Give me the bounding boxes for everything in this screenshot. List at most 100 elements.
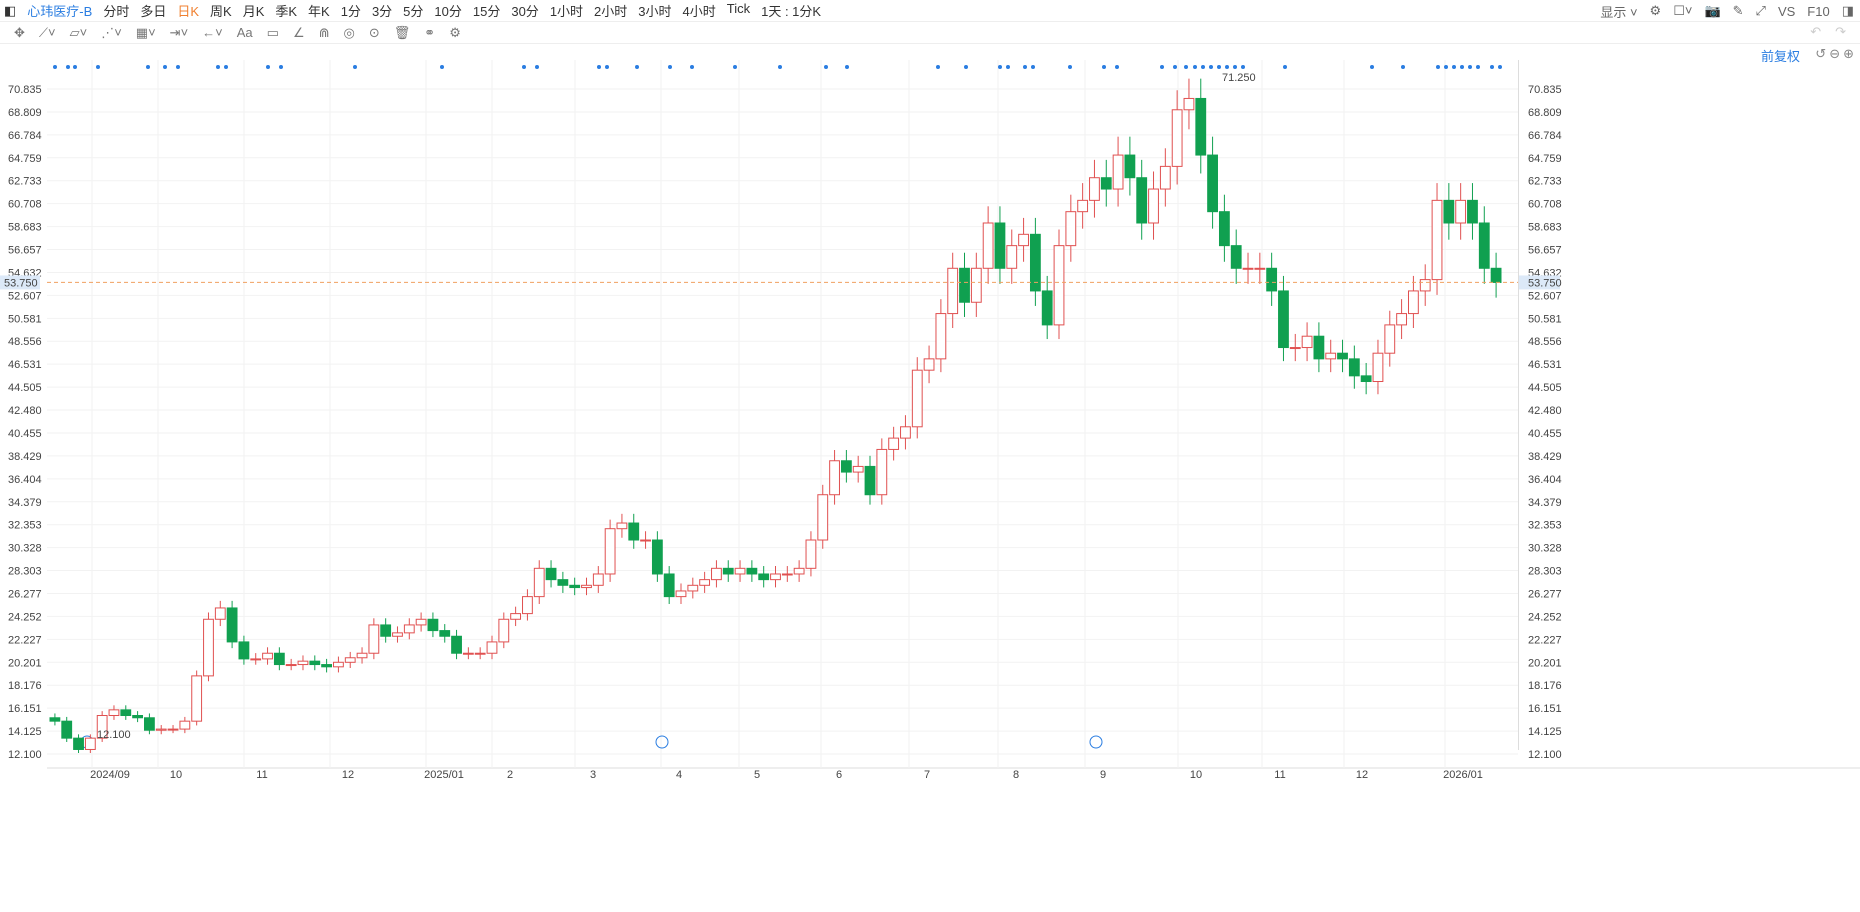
zoom-in-icon[interactable]: ⊕: [1843, 46, 1854, 61]
event-marker: [1006, 65, 1010, 69]
period-tab[interactable]: 周K: [210, 4, 232, 19]
channel-tool-icon[interactable]: ▱˅: [69, 24, 88, 40]
event-marker: [635, 65, 639, 69]
event-marker: [1102, 65, 1106, 69]
event-marker: [1068, 65, 1072, 69]
period-tab[interactable]: 15分: [472, 4, 501, 19]
y-tick-right: 30.328: [1528, 543, 1562, 555]
period-tab[interactable]: 2小时: [594, 4, 628, 19]
undo-icon[interactable]: ↶: [1810, 24, 1822, 39]
arrow-tool-icon[interactable]: ←˅: [202, 25, 223, 40]
camera-icon[interactable]: 📷: [1704, 3, 1721, 18]
target-icon[interactable]: ⊙: [368, 24, 380, 40]
candle-body: [1301, 335, 1313, 349]
candle-body: [781, 573, 793, 576]
redo-icon[interactable]: ↷: [1835, 24, 1846, 39]
candle-body: [1065, 211, 1077, 247]
candle-body: [982, 222, 994, 269]
move-icon[interactable]: ✥: [14, 24, 25, 40]
period-tab[interactable]: 分时: [103, 4, 130, 19]
y-tick-left: 16.151: [8, 703, 42, 715]
angle-icon[interactable]: ∠: [292, 24, 305, 40]
period-tab[interactable]: Tick: [726, 1, 751, 16]
settings-icon[interactable]: ⚙: [1649, 3, 1662, 18]
y-tick-right: 20.201: [1528, 657, 1562, 669]
candle-body: [1006, 245, 1018, 269]
candlestick-chart[interactable]: 12.100 12.100 14.125 14.125 16.151 16.151 18.1…: [0, 60, 1860, 912]
period-tab[interactable]: 1天 : 1分K: [761, 4, 822, 19]
period-tab[interactable]: 10分: [434, 4, 462, 19]
y-tick-right: 38.429: [1528, 451, 1562, 463]
text-tool-icon[interactable]: Aa: [236, 25, 253, 40]
candle-body: [663, 573, 675, 598]
period-tab[interactable]: 1分: [340, 4, 361, 19]
period-tab[interactable]: 多日: [140, 4, 167, 19]
period-tab[interactable]: 4小时: [682, 4, 716, 19]
period-tab[interactable]: 月K: [242, 4, 265, 19]
panel-toggle-icon[interactable]: ◨: [1841, 3, 1854, 18]
y-tick-left: 32.353: [8, 520, 42, 532]
period-tab[interactable]: 3分: [371, 4, 393, 19]
box-dropdown-icon[interactable]: ☐˅: [1673, 3, 1693, 18]
eye-icon[interactable]: ◎: [343, 24, 355, 40]
adjust-button[interactable]: 前复权: [1760, 49, 1800, 64]
reset-icon[interactable]: ↺: [1815, 46, 1827, 61]
candle-body: [1207, 154, 1218, 213]
candle-body: [179, 720, 191, 730]
candle-body: [1100, 177, 1112, 190]
stock-title[interactable]: 心玮医疗-B: [27, 4, 93, 19]
zoom-out-icon[interactable]: ⊖: [1829, 46, 1841, 61]
event-marker: [1460, 65, 1464, 69]
f10-button[interactable]: F10: [1807, 3, 1830, 19]
candle-body: [1419, 279, 1431, 292]
event-marker: [824, 65, 828, 69]
period-tab[interactable]: 1小时: [549, 4, 584, 19]
candle-body: [900, 426, 911, 439]
candle-body: [1053, 245, 1065, 326]
candle-body: [829, 460, 840, 496]
trash-icon[interactable]: 🗑: [393, 24, 411, 40]
display-dropdown[interactable]: 显示 ˅: [1600, 4, 1638, 20]
layout-icon[interactable]: ◧: [4, 2, 17, 18]
event-marker: [96, 65, 100, 69]
magnet-icon[interactable]: ⋒: [318, 24, 330, 40]
x-tick: 10: [170, 769, 182, 781]
period-tab[interactable]: 季K: [275, 4, 298, 19]
x-tick: 11: [256, 769, 267, 781]
y-tick-left: 68.809: [8, 107, 42, 119]
tool-settings-icon[interactable]: ⚙: [449, 24, 461, 40]
period-tab[interactable]: 3小时: [638, 4, 672, 19]
candle-body: [628, 522, 640, 541]
y-tick-right: 16.151: [1528, 703, 1562, 715]
x-tick: 10: [1190, 769, 1202, 781]
candle-body: [84, 737, 96, 750]
y-tick-left: 20.201: [8, 657, 42, 669]
fib-tool-icon[interactable]: ▦˅: [135, 24, 156, 40]
candle-body: [734, 567, 746, 575]
measure-tool-icon[interactable]: ⇥˅: [169, 24, 189, 40]
candle-body: [1171, 109, 1183, 167]
vs-button[interactable]: VS: [1777, 3, 1796, 19]
y-tick-right: 36.404: [1528, 474, 1562, 486]
period-tab[interactable]: 5分: [403, 4, 424, 19]
candle-body: [368, 624, 380, 654]
event-marker: [845, 65, 849, 69]
fullscreen-icon[interactable]: ⤢: [1755, 3, 1766, 18]
candle-body: [61, 720, 73, 739]
y-tick-right: 14.125: [1528, 726, 1562, 738]
line-tool-icon[interactable]: ⟋˅: [38, 24, 56, 40]
period-tab[interactable]: 年K: [308, 4, 330, 19]
candle-body: [309, 660, 321, 666]
event-marker: [605, 65, 609, 69]
candle-body: [1325, 352, 1337, 360]
wave-tool-icon[interactable]: ⋰˅: [101, 24, 122, 40]
candle-body: [651, 539, 663, 575]
event-marker: [936, 65, 940, 69]
comment-icon[interactable]: ▭: [266, 24, 279, 40]
period-tab[interactable]: 日K: [177, 4, 200, 19]
pencil-icon[interactable]: ✎: [1732, 3, 1744, 18]
period-tab[interactable]: 30分: [511, 4, 539, 19]
link-icon[interactable]: ⚭: [424, 24, 436, 40]
event-marker: [1023, 65, 1027, 69]
candle-body: [1348, 358, 1360, 377]
